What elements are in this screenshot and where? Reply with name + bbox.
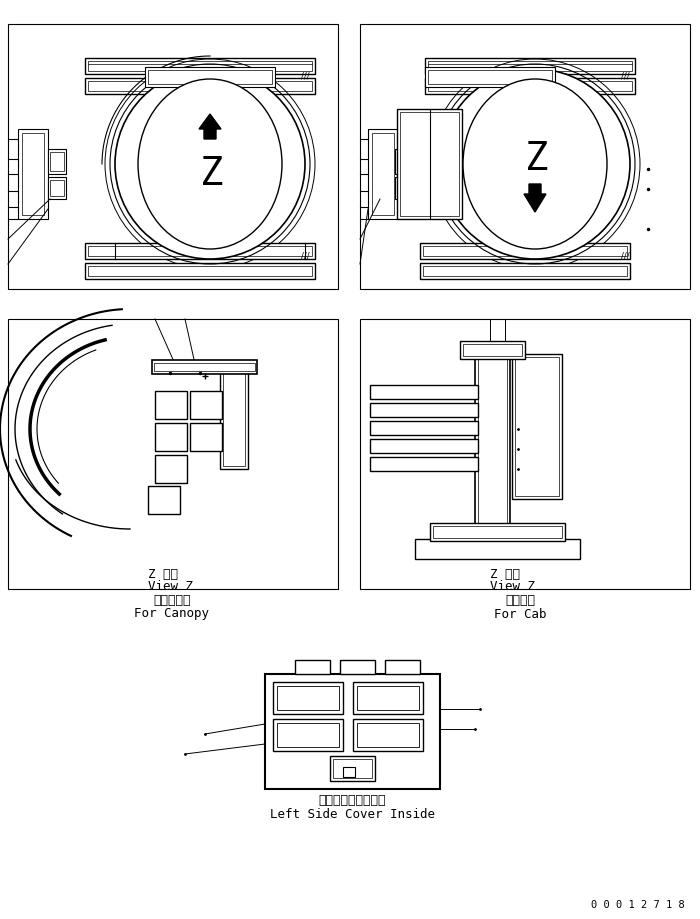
Text: View Z: View Z: [148, 580, 193, 593]
Bar: [190, 423, 222, 451]
Bar: [420, 243, 630, 259]
Bar: [48, 177, 66, 199]
Bar: [423, 266, 627, 276]
Bar: [88, 81, 312, 91]
Bar: [370, 403, 478, 417]
Bar: [85, 263, 315, 279]
Bar: [265, 674, 440, 789]
Bar: [155, 455, 187, 483]
Text: Z 　視: Z 視: [148, 568, 178, 581]
Text: ///: ///: [621, 72, 629, 81]
Bar: [428, 70, 552, 84]
Bar: [273, 719, 343, 751]
Bar: [420, 263, 630, 279]
Text: キャブ用: キャブ用: [505, 595, 535, 607]
Bar: [50, 152, 64, 171]
Text: ///: ///: [301, 72, 309, 81]
Text: Z 　視: Z 視: [490, 568, 520, 581]
Text: キャノピ用: キャノピ用: [153, 595, 190, 607]
Bar: [428, 81, 632, 91]
Bar: [295, 660, 330, 674]
Bar: [425, 67, 555, 87]
Bar: [370, 457, 478, 471]
Bar: [512, 354, 562, 499]
Ellipse shape: [440, 69, 630, 259]
Text: ///: ///: [621, 252, 629, 260]
Bar: [370, 421, 478, 435]
Bar: [48, 149, 66, 174]
Text: ///: ///: [301, 252, 309, 260]
Bar: [353, 719, 423, 751]
Bar: [460, 341, 525, 359]
Text: For Canopy: For Canopy: [134, 607, 209, 620]
Bar: [425, 78, 635, 94]
Text: For Cab: For Cab: [494, 607, 546, 620]
Bar: [478, 357, 507, 526]
Ellipse shape: [463, 79, 607, 249]
Bar: [360, 24, 690, 289]
Bar: [18, 129, 48, 219]
Bar: [273, 682, 343, 714]
Bar: [372, 133, 394, 215]
Bar: [368, 129, 398, 219]
Text: 左サイドカバー内側: 左サイドカバー内側: [318, 795, 386, 808]
Bar: [155, 423, 187, 451]
Bar: [515, 357, 559, 496]
Text: Z: Z: [200, 155, 224, 193]
Bar: [360, 319, 690, 589]
Bar: [8, 24, 338, 289]
Bar: [463, 344, 522, 356]
Ellipse shape: [138, 79, 282, 249]
Bar: [154, 363, 255, 371]
Bar: [220, 369, 248, 469]
Bar: [277, 723, 339, 747]
Bar: [145, 67, 275, 87]
Bar: [475, 354, 510, 529]
Bar: [333, 759, 372, 778]
Bar: [148, 70, 272, 84]
Bar: [430, 523, 565, 541]
Bar: [397, 109, 462, 219]
Text: 0 0 0 1 2 7 1 8: 0 0 0 1 2 7 1 8: [592, 900, 685, 910]
Bar: [22, 133, 44, 215]
Bar: [85, 58, 315, 74]
Bar: [433, 526, 562, 538]
Bar: [428, 61, 632, 71]
Ellipse shape: [115, 69, 305, 259]
Bar: [400, 112, 459, 216]
Bar: [330, 756, 375, 781]
FancyArrow shape: [524, 184, 546, 212]
Bar: [88, 246, 312, 256]
Bar: [340, 660, 375, 674]
Bar: [370, 385, 478, 399]
Bar: [85, 78, 315, 94]
Bar: [88, 61, 312, 71]
Text: View Z: View Z: [490, 580, 535, 593]
Bar: [88, 266, 312, 276]
Bar: [415, 539, 580, 559]
Bar: [85, 243, 315, 259]
Bar: [425, 58, 635, 74]
Bar: [50, 180, 64, 196]
Bar: [423, 246, 627, 256]
Bar: [8, 319, 338, 589]
Bar: [343, 767, 355, 777]
Bar: [223, 372, 245, 466]
Bar: [277, 686, 339, 710]
Bar: [357, 723, 419, 747]
Bar: [353, 682, 423, 714]
Bar: [155, 391, 187, 419]
Bar: [357, 686, 419, 710]
FancyArrow shape: [199, 114, 221, 139]
Bar: [395, 149, 413, 174]
Bar: [148, 486, 180, 514]
Bar: [370, 439, 478, 453]
Bar: [190, 391, 222, 419]
Bar: [152, 360, 257, 374]
Text: Z: Z: [525, 140, 549, 178]
Bar: [395, 177, 413, 199]
Bar: [385, 660, 420, 674]
Text: Left Side Cover Inside: Left Side Cover Inside: [270, 808, 435, 821]
